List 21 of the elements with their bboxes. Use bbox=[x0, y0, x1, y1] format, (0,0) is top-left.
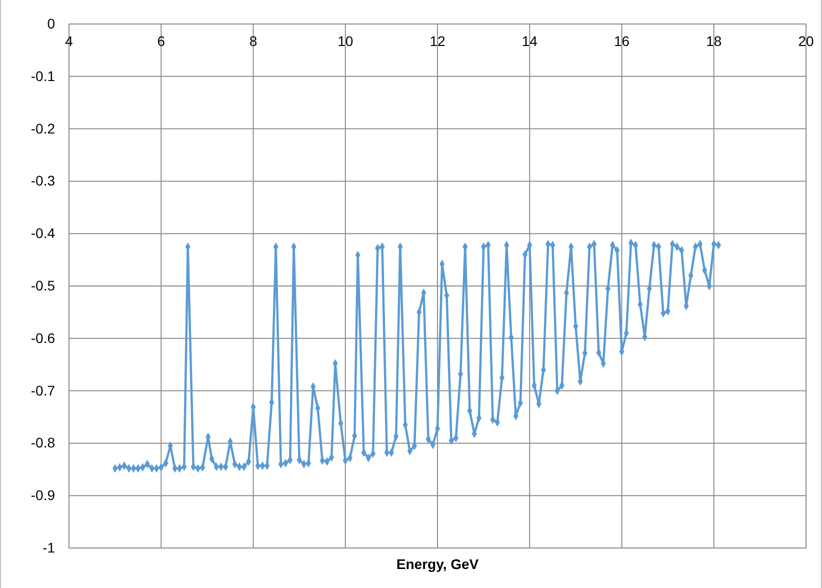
x-tick-label: 14 bbox=[522, 32, 538, 49]
y-tick-label: -0.7 bbox=[30, 382, 56, 398]
y-tick-label: -0.5 bbox=[30, 277, 56, 294]
x-tick-label: 16 bbox=[614, 32, 630, 49]
x-tick-label: 20 bbox=[798, 32, 814, 49]
y-tick-label: -0.4 bbox=[30, 225, 56, 242]
x-tick-label: 8 bbox=[249, 32, 258, 49]
y-tick-label: -0.8 bbox=[30, 434, 56, 451]
x-tick-label: 12 bbox=[430, 32, 446, 49]
y-tick-label: -1 bbox=[42, 539, 56, 556]
x-tick-label: 4 bbox=[65, 32, 74, 49]
y-tick-label: -0.9 bbox=[30, 487, 56, 504]
x-tick-label: 10 bbox=[338, 32, 354, 49]
y-tick-label: 0 bbox=[47, 15, 56, 32]
y-tick-label: -0.2 bbox=[30, 120, 56, 136]
x-axis-title: Energy, GeV bbox=[396, 556, 480, 572]
x-tick-label: 18 bbox=[706, 32, 722, 49]
y-tick-label: -0.6 bbox=[30, 330, 56, 346]
y-tick-label: -0.1 bbox=[30, 68, 56, 84]
x-tick-label: 6 bbox=[157, 32, 166, 49]
y-tick-label: -0.3 bbox=[30, 172, 56, 189]
